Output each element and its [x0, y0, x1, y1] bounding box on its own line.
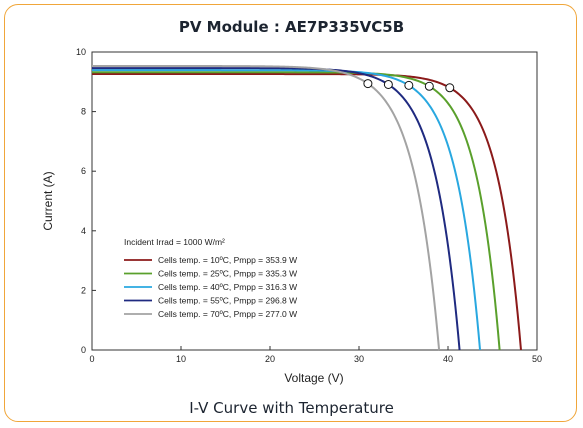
mpp-marker-4 [363, 79, 373, 89]
chart-title: PV Module : AE7P335VC5B [178, 18, 405, 36]
y-tick-label: 6 [81, 166, 86, 176]
legend-entry-0: Cells temp. = 10ºC, Pmpp = 353.9 W [158, 255, 297, 265]
curves-layer [92, 65, 522, 351]
iv-curve-2 [92, 69, 482, 351]
x-tick-label: 0 [89, 354, 94, 364]
iv-curve-3 [92, 67, 461, 351]
x-tick-label: 30 [354, 354, 364, 364]
x-tick-label: 10 [176, 354, 186, 364]
y-tick-label: 0 [81, 345, 86, 355]
irradiance-label: Incident Irrad = 1000 W/m² [124, 237, 225, 247]
mpp-marker-3 [383, 79, 393, 89]
x-axis-label: Voltage (V) [284, 371, 343, 385]
mpp-marker-1 [424, 81, 434, 91]
chart-caption: I-V Curve with Temperature [189, 399, 394, 417]
y-tick-label: 2 [81, 285, 86, 295]
x-tick-label: 20 [265, 354, 275, 364]
x-tick-label: 40 [443, 354, 453, 364]
plot-frame [91, 51, 538, 351]
iv-curve-4 [92, 65, 441, 351]
legend-entry-2: Cells temp. = 40ºC, Pmpp = 316.3 W [158, 282, 297, 292]
mpp-marker-2 [404, 80, 414, 90]
legend-entry-1: Cells temp. = 25ºC, Pmpp = 335.3 W [158, 269, 297, 279]
mpp-marker-0 [445, 83, 455, 93]
legend-entry-4: Cells temp. = 70ºC, Pmpp = 277.0 W [158, 309, 297, 319]
y-axis-label: Current (A) [41, 171, 55, 230]
y-tick-label: 10 [76, 47, 86, 57]
legend-entry-3: Cells temp. = 55ºC, Pmpp = 296.8 W [158, 296, 297, 306]
mpp-layer [363, 79, 455, 93]
ticks-layer: 0 10 20 30 40 50 0 2 4 6 8 10 [76, 47, 542, 364]
y-tick-label: 4 [81, 226, 86, 236]
x-tick-label: 50 [532, 354, 542, 364]
y-tick-label: 8 [81, 107, 86, 117]
legend: Cells temp. = 10ºC, Pmpp = 353.9 W Cells … [124, 255, 297, 319]
